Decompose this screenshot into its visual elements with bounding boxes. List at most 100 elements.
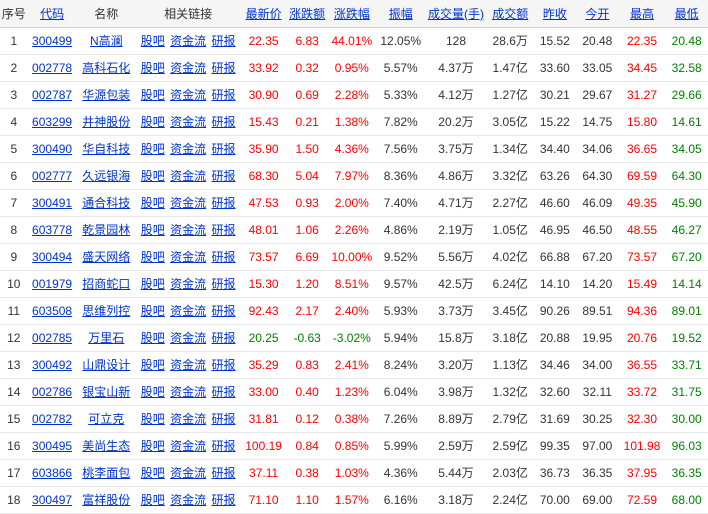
cell-code[interactable]: 300491 — [28, 189, 77, 216]
link-report[interactable]: 研报 — [211, 277, 235, 291]
header-amp[interactable]: 振幅 — [376, 0, 425, 27]
link-report[interactable]: 研报 — [211, 142, 235, 156]
link-bar[interactable]: 股吧 — [141, 331, 165, 345]
header-code[interactable]: 代码 — [28, 0, 77, 27]
cell-name[interactable]: 通合科技 — [77, 189, 137, 216]
cell-code[interactable]: 603299 — [28, 108, 77, 135]
link-fund[interactable]: 资金流 — [170, 358, 206, 372]
cell-code[interactable]: 002778 — [28, 54, 77, 81]
link-report[interactable]: 研报 — [211, 250, 235, 264]
link-report[interactable]: 研报 — [211, 385, 235, 399]
cell-name[interactable]: 富祥股份 — [77, 486, 137, 513]
link-report[interactable]: 研报 — [211, 493, 235, 507]
header-vol[interactable]: 成交量(手) — [425, 0, 487, 27]
link-fund[interactable]: 资金流 — [170, 385, 206, 399]
cell-code[interactable]: 300497 — [28, 486, 77, 513]
header-low[interactable]: 最低 — [665, 0, 708, 27]
link-fund[interactable]: 资金流 — [170, 61, 206, 75]
link-report[interactable]: 研报 — [211, 439, 235, 453]
cell-name[interactable]: 乾景园林 — [77, 216, 137, 243]
link-bar[interactable]: 股吧 — [141, 34, 165, 48]
link-fund[interactable]: 资金流 — [170, 331, 206, 345]
cell-name[interactable]: 思维列控 — [77, 297, 137, 324]
link-bar[interactable]: 股吧 — [141, 439, 165, 453]
link-bar[interactable]: 股吧 — [141, 61, 165, 75]
link-report[interactable]: 研报 — [211, 61, 235, 75]
cell-code[interactable]: 002782 — [28, 405, 77, 432]
link-fund[interactable]: 资金流 — [170, 277, 206, 291]
link-bar[interactable]: 股吧 — [141, 88, 165, 102]
link-fund[interactable]: 资金流 — [170, 412, 206, 426]
cell-name[interactable]: 山鼎设计 — [77, 351, 137, 378]
cell-code[interactable]: 603508 — [28, 297, 77, 324]
link-bar[interactable]: 股吧 — [141, 250, 165, 264]
link-report[interactable]: 研报 — [211, 331, 235, 345]
link-fund[interactable]: 资金流 — [170, 142, 206, 156]
cell-code[interactable]: 300495 — [28, 432, 77, 459]
link-report[interactable]: 研报 — [211, 304, 235, 318]
header-high[interactable]: 最高 — [619, 0, 666, 27]
link-fund[interactable]: 资金流 — [170, 196, 206, 210]
cell-name[interactable]: 美尚生态 — [77, 432, 137, 459]
cell-name[interactable]: 可立克 — [77, 405, 137, 432]
cell-name[interactable]: 高科石化 — [77, 54, 137, 81]
cell-name[interactable]: 久远银海 — [77, 162, 137, 189]
cell-name[interactable]: N高澜 — [77, 27, 137, 54]
link-bar[interactable]: 股吧 — [141, 358, 165, 372]
cell-code[interactable]: 603866 — [28, 459, 77, 486]
link-report[interactable]: 研报 — [211, 412, 235, 426]
cell-name[interactable]: 井神股份 — [77, 108, 137, 135]
link-report[interactable]: 研报 — [211, 115, 235, 129]
cell-name[interactable]: 华源包装 — [77, 81, 137, 108]
cell-name[interactable]: 华自科技 — [77, 135, 137, 162]
link-fund[interactable]: 资金流 — [170, 439, 206, 453]
link-fund[interactable]: 资金流 — [170, 34, 206, 48]
cell-name[interactable]: 招商蛇口 — [77, 270, 137, 297]
link-bar[interactable]: 股吧 — [141, 466, 165, 480]
header-amt[interactable]: 成交额 — [487, 0, 534, 27]
header-pct[interactable]: 涨跌幅 — [327, 0, 376, 27]
cell-code[interactable]: 002786 — [28, 378, 77, 405]
header-price[interactable]: 最新价 — [240, 0, 287, 27]
link-report[interactable]: 研报 — [211, 88, 235, 102]
link-report[interactable]: 研报 — [211, 358, 235, 372]
link-fund[interactable]: 资金流 — [170, 466, 206, 480]
link-bar[interactable]: 股吧 — [141, 385, 165, 399]
header-open[interactable]: 今开 — [576, 0, 619, 27]
cell-code[interactable]: 300494 — [28, 243, 77, 270]
link-bar[interactable]: 股吧 — [141, 142, 165, 156]
link-bar[interactable]: 股吧 — [141, 277, 165, 291]
link-fund[interactable]: 资金流 — [170, 223, 206, 237]
cell-code[interactable]: 300490 — [28, 135, 77, 162]
cell-code[interactable]: 603778 — [28, 216, 77, 243]
link-report[interactable]: 研报 — [211, 466, 235, 480]
link-fund[interactable]: 资金流 — [170, 304, 206, 318]
link-fund[interactable]: 资金流 — [170, 493, 206, 507]
cell-name[interactable]: 盛天网络 — [77, 243, 137, 270]
cell-name[interactable]: 银宝山新 — [77, 378, 137, 405]
header-chg[interactable]: 涨跌额 — [287, 0, 327, 27]
link-bar[interactable]: 股吧 — [141, 304, 165, 318]
link-bar[interactable]: 股吧 — [141, 196, 165, 210]
link-fund[interactable]: 资金流 — [170, 88, 206, 102]
link-bar[interactable]: 股吧 — [141, 412, 165, 426]
link-report[interactable]: 研报 — [211, 223, 235, 237]
cell-code[interactable]: 001979 — [28, 270, 77, 297]
link-fund[interactable]: 资金流 — [170, 250, 206, 264]
cell-code[interactable]: 002785 — [28, 324, 77, 351]
link-fund[interactable]: 资金流 — [170, 169, 206, 183]
link-fund[interactable]: 资金流 — [170, 115, 206, 129]
link-bar[interactable]: 股吧 — [141, 223, 165, 237]
header-prev-close[interactable]: 昨收 — [534, 0, 577, 27]
cell-name[interactable]: 万里石 — [77, 324, 137, 351]
link-report[interactable]: 研报 — [211, 34, 235, 48]
cell-name[interactable]: 桃李面包 — [77, 459, 137, 486]
link-bar[interactable]: 股吧 — [141, 115, 165, 129]
cell-code[interactable]: 300492 — [28, 351, 77, 378]
link-bar[interactable]: 股吧 — [141, 493, 165, 507]
cell-code[interactable]: 300499 — [28, 27, 77, 54]
cell-code[interactable]: 002787 — [28, 81, 77, 108]
cell-code[interactable]: 002777 — [28, 162, 77, 189]
link-report[interactable]: 研报 — [211, 169, 235, 183]
link-bar[interactable]: 股吧 — [141, 169, 165, 183]
